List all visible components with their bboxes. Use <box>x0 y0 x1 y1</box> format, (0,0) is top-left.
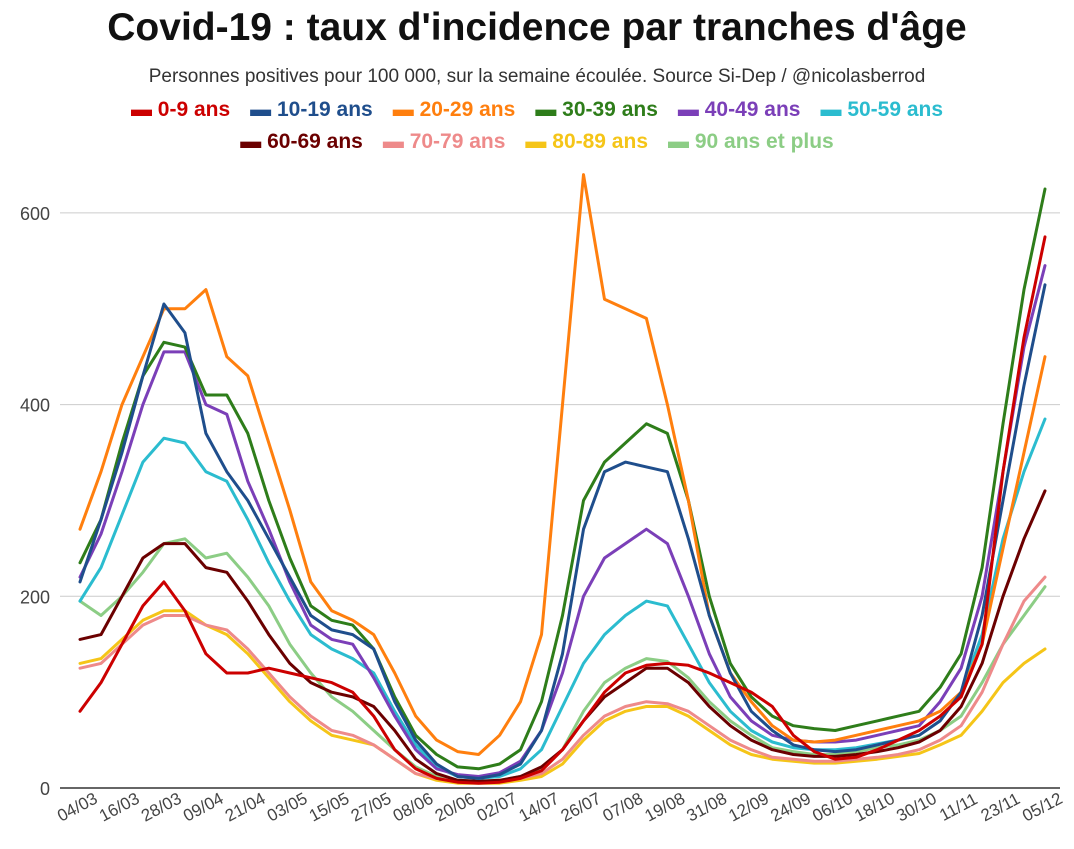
series-line-80-89-ans <box>78 609 1047 785</box>
legend-marker: ▬ <box>677 98 705 121</box>
legend-marker: ▬ <box>525 130 553 153</box>
legend-marker: ▬ <box>668 130 695 153</box>
x-tick-label: 24/09 <box>767 789 813 826</box>
x-tick-label: 16/03 <box>96 789 142 826</box>
series-line-40-49-ans <box>78 264 1047 778</box>
x-tick-label: 15/05 <box>306 789 352 826</box>
y-tick-label: 600 <box>20 204 50 224</box>
legend-label: 90 ans et plus <box>694 130 834 153</box>
x-tick-label: 03/05 <box>264 789 310 826</box>
x-tick-label: 14/07 <box>516 789 562 826</box>
legend-label: 30-39 ans <box>562 98 658 121</box>
legend-label: 70-79 ans <box>409 130 506 153</box>
legend-row-1: ▬ 0-9 ans ▬ 10-19 ans ▬ 20-29 ans ▬ 30-3… <box>0 98 1074 122</box>
x-tick-label: 02/07 <box>474 789 520 826</box>
legend-item: ▬ 60-69 ans <box>240 130 363 154</box>
legend-marker: ▬ <box>130 98 158 121</box>
legend-item: ▬ 40-49 ans <box>678 98 801 122</box>
legend-marker: ▬ <box>240 130 268 153</box>
legend-item: ▬ 50-59 ans <box>820 98 943 122</box>
x-tick-label: 08/06 <box>390 789 436 826</box>
legend-item: ▬ 90 ans et plus <box>668 130 834 154</box>
x-tick-label: 11/11 <box>936 789 980 825</box>
x-tick-label: 28/03 <box>138 789 184 826</box>
x-tick-label: 05/12 <box>1019 789 1065 826</box>
x-tick-label: 06/10 <box>809 789 855 826</box>
legend-label: 10-19 ans <box>277 98 373 121</box>
legend-label: 20-29 ans <box>419 98 516 121</box>
x-tick-label: 30/10 <box>893 789 939 826</box>
x-tick-label: 20/06 <box>432 789 478 826</box>
series-line-90-ans-et-plus <box>78 537 1047 783</box>
x-tick-label: 26/07 <box>558 789 604 826</box>
legend-label: 80-89 ans <box>552 130 648 153</box>
x-tick-label: 19/08 <box>642 789 688 826</box>
legend-label: 60-69 ans <box>267 130 363 153</box>
y-tick-label: 0 <box>40 779 50 799</box>
x-tick-label: 21/04 <box>222 789 268 826</box>
legend-marker: ▬ <box>820 98 848 121</box>
legend-item: ▬ 20-29 ans <box>393 98 516 122</box>
x-tick-label: 09/04 <box>180 789 226 826</box>
x-tick-label: 07/08 <box>600 789 646 826</box>
legend-label: 40-49 ans <box>704 98 801 121</box>
series-line-20-29-ans <box>78 173 1047 756</box>
legend-item: ▬ 30-39 ans <box>535 98 658 122</box>
legend-item: ▬ 0-9 ans <box>131 98 230 122</box>
series-line-10-19-ans <box>78 283 1047 780</box>
series-line-70-79-ans <box>78 575 1047 784</box>
legend-marker: ▬ <box>250 98 277 121</box>
x-tick-label: 04/03 <box>54 789 100 826</box>
x-tick-label: 23/11 <box>978 789 1023 825</box>
legend-marker: ▬ <box>392 98 420 121</box>
legend-row-2: ▬ 60-69 ans ▬ 70-79 ans ▬ 80-89 ans ▬ 90… <box>0 130 1074 154</box>
series-line-30-39-ans <box>78 187 1047 771</box>
y-tick-label: 400 <box>20 396 50 416</box>
legend-marker: ▬ <box>382 130 410 153</box>
x-tick-label: 12/09 <box>725 789 771 826</box>
series-line-0-9-ans <box>78 235 1047 785</box>
y-tick-label: 200 <box>20 587 50 607</box>
x-tick-label: 27/05 <box>348 789 394 826</box>
legend-item: ▬ 10-19 ans <box>250 98 373 122</box>
chart-title: Covid-19 : taux d'incidence par tranches… <box>107 6 967 49</box>
legend-label: 50-59 ans <box>847 98 944 121</box>
legend-marker: ▬ <box>535 98 563 121</box>
chart-subtitle: Personnes positives pour 100 000, sur la… <box>148 66 926 87</box>
legend-label: 0-9 ans <box>157 98 231 121</box>
x-tick-label: 31/08 <box>684 789 730 826</box>
legend-item: ▬ 80-89 ans <box>525 130 648 154</box>
x-tick-label: 18/10 <box>851 789 897 826</box>
legend-item: ▬ 70-79 ans <box>383 130 506 154</box>
